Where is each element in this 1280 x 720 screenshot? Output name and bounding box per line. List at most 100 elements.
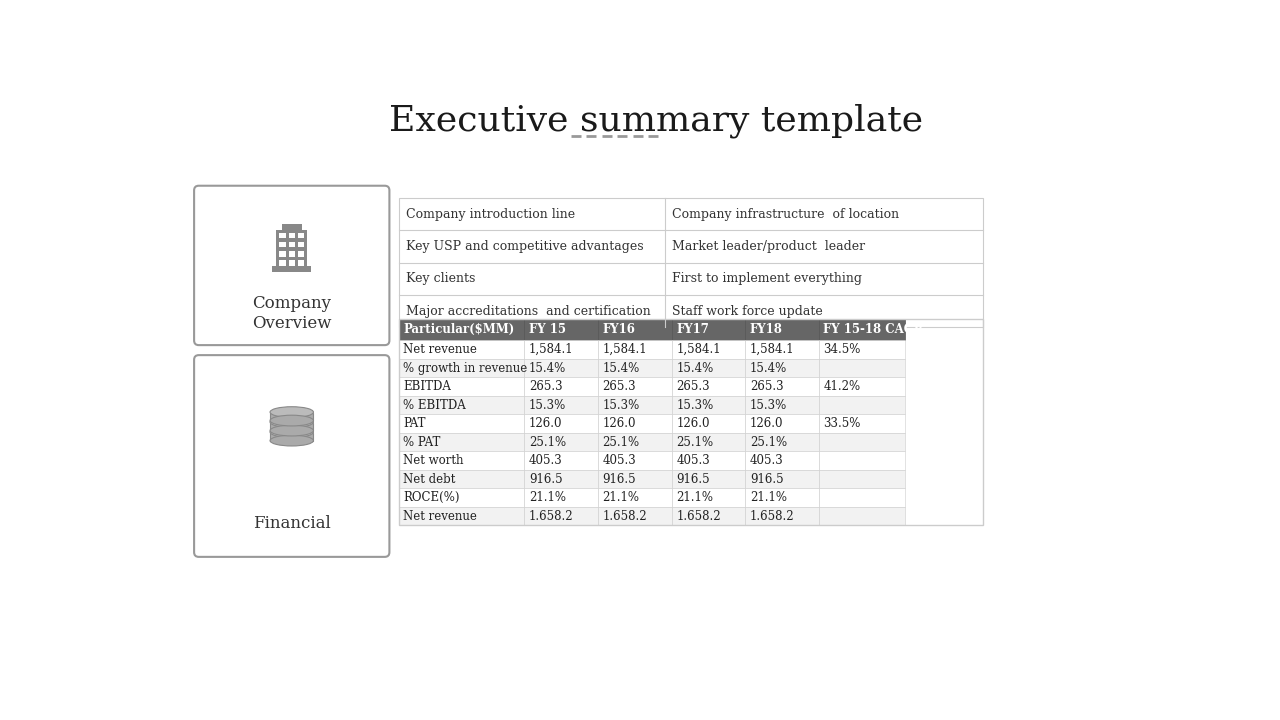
- Ellipse shape: [270, 426, 314, 436]
- Bar: [525, 507, 598, 526]
- Bar: [298, 233, 305, 238]
- Text: 21.1%: 21.1%: [603, 491, 640, 504]
- Bar: [398, 198, 983, 328]
- Text: 405.3: 405.3: [750, 454, 783, 467]
- Text: 126.0: 126.0: [603, 417, 636, 430]
- Text: 1,584.1: 1,584.1: [676, 343, 721, 356]
- Bar: [745, 433, 819, 451]
- Bar: [398, 470, 525, 488]
- Bar: [398, 359, 525, 377]
- Text: Key clients: Key clients: [407, 272, 476, 285]
- Bar: [598, 319, 672, 341]
- Bar: [398, 415, 525, 433]
- Text: 916.5: 916.5: [529, 472, 563, 485]
- Bar: [289, 233, 294, 238]
- Bar: [819, 341, 905, 359]
- Bar: [819, 451, 905, 470]
- Bar: [745, 451, 819, 470]
- Ellipse shape: [270, 417, 314, 428]
- Bar: [672, 507, 745, 526]
- Bar: [276, 230, 307, 269]
- Text: 25.1%: 25.1%: [529, 436, 566, 449]
- Bar: [289, 261, 294, 266]
- Bar: [270, 413, 314, 420]
- Text: Net revenue: Net revenue: [403, 343, 477, 356]
- Text: FY18: FY18: [750, 323, 783, 336]
- Ellipse shape: [270, 427, 314, 438]
- Bar: [598, 415, 672, 433]
- Bar: [525, 319, 598, 341]
- Text: Particular($MM): Particular($MM): [403, 323, 515, 336]
- Bar: [398, 319, 983, 526]
- Text: FY 15: FY 15: [529, 323, 566, 336]
- Text: 126.0: 126.0: [529, 417, 562, 430]
- Text: 265.3: 265.3: [529, 380, 563, 393]
- Text: 21.1%: 21.1%: [529, 491, 566, 504]
- Text: 21.1%: 21.1%: [676, 491, 713, 504]
- Bar: [745, 396, 819, 415]
- Bar: [598, 470, 672, 488]
- Text: 1.658.2: 1.658.2: [676, 510, 721, 523]
- Text: % EBITDA: % EBITDA: [403, 399, 466, 412]
- Bar: [598, 433, 672, 451]
- Bar: [672, 359, 745, 377]
- Text: 1,584.1: 1,584.1: [750, 343, 795, 356]
- Bar: [672, 451, 745, 470]
- Bar: [745, 377, 819, 396]
- Text: 41.2%: 41.2%: [823, 380, 860, 393]
- Bar: [598, 341, 672, 359]
- Bar: [289, 242, 294, 248]
- Bar: [398, 319, 525, 341]
- Bar: [819, 359, 905, 377]
- Bar: [398, 451, 525, 470]
- Bar: [525, 415, 598, 433]
- Bar: [745, 488, 819, 507]
- Bar: [819, 470, 905, 488]
- Text: % growth in revenue: % growth in revenue: [403, 361, 527, 374]
- Bar: [819, 377, 905, 396]
- Bar: [398, 488, 525, 507]
- Text: 15.3%: 15.3%: [603, 399, 640, 412]
- Text: 405.3: 405.3: [676, 454, 710, 467]
- FancyBboxPatch shape: [195, 186, 389, 345]
- Bar: [298, 242, 305, 248]
- Text: 405.3: 405.3: [529, 454, 563, 467]
- Text: 265.3: 265.3: [603, 380, 636, 393]
- Text: 916.5: 916.5: [750, 472, 783, 485]
- Text: 25.1%: 25.1%: [676, 436, 713, 449]
- Text: Staff work force update: Staff work force update: [672, 305, 823, 318]
- Ellipse shape: [270, 407, 314, 418]
- Bar: [525, 377, 598, 396]
- Bar: [398, 377, 525, 396]
- Bar: [745, 319, 819, 341]
- Text: 916.5: 916.5: [676, 472, 710, 485]
- Bar: [598, 359, 672, 377]
- Text: 265.3: 265.3: [676, 380, 710, 393]
- Bar: [270, 433, 314, 441]
- Bar: [745, 341, 819, 359]
- Bar: [525, 451, 598, 470]
- Bar: [819, 507, 905, 526]
- Text: 15.3%: 15.3%: [529, 399, 566, 412]
- Text: 15.4%: 15.4%: [603, 361, 640, 374]
- Text: 15.3%: 15.3%: [676, 399, 713, 412]
- Text: FY17: FY17: [676, 323, 709, 336]
- Bar: [598, 451, 672, 470]
- Text: Net worth: Net worth: [403, 454, 463, 467]
- Bar: [270, 423, 314, 431]
- Bar: [598, 488, 672, 507]
- Text: 15.4%: 15.4%: [750, 361, 787, 374]
- Bar: [282, 225, 302, 230]
- Text: 15.3%: 15.3%: [750, 399, 787, 412]
- Bar: [298, 251, 305, 256]
- Bar: [745, 415, 819, 433]
- Text: Company
Overview: Company Overview: [252, 295, 332, 332]
- Text: 916.5: 916.5: [603, 472, 636, 485]
- Bar: [279, 261, 285, 266]
- Text: EBITDA: EBITDA: [403, 380, 452, 393]
- Text: Market leader/product  leader: Market leader/product leader: [672, 240, 865, 253]
- Text: FY16: FY16: [603, 323, 635, 336]
- Ellipse shape: [270, 415, 314, 426]
- Text: PAT: PAT: [403, 417, 426, 430]
- Text: FY 15-18 CAGR: FY 15-18 CAGR: [823, 323, 924, 336]
